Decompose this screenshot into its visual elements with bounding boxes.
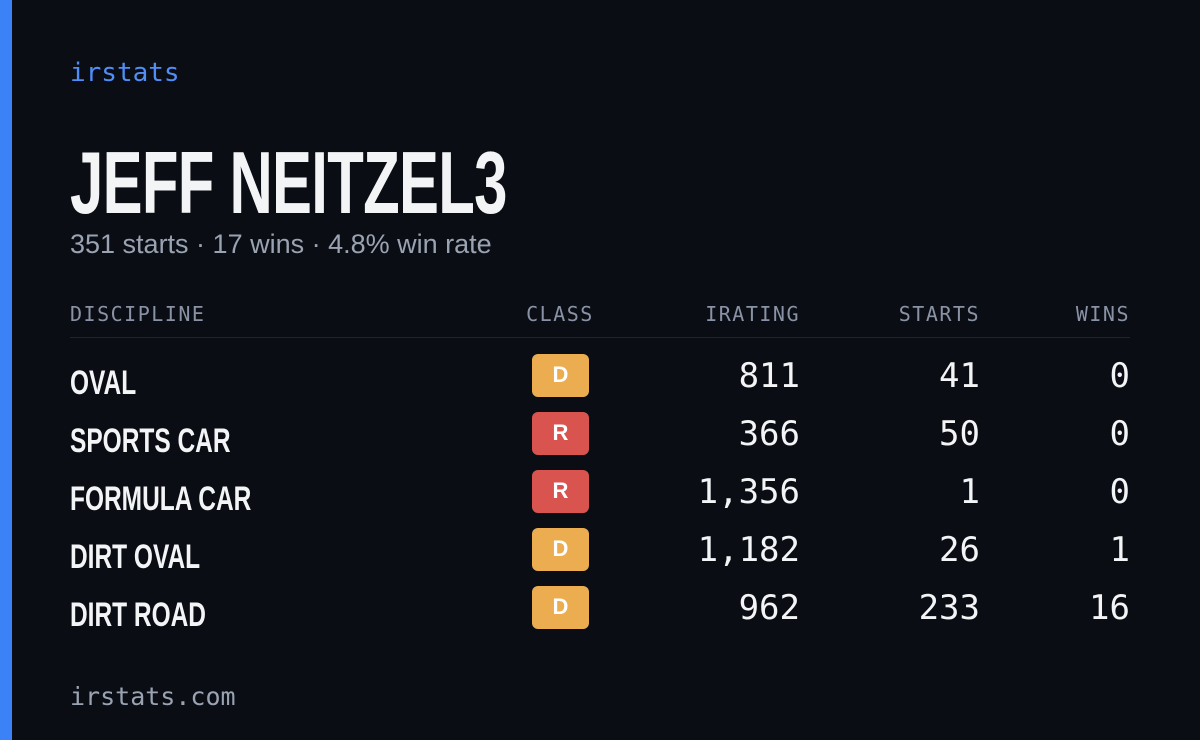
- column-header: CLASS: [526, 302, 594, 326]
- class-badge: R: [532, 412, 589, 455]
- irating: 811: [738, 356, 800, 396]
- class-badge: D: [532, 354, 589, 397]
- irating: 962: [738, 588, 800, 628]
- irating: 1,182: [697, 530, 800, 570]
- starts: 50: [939, 414, 980, 454]
- starts: 26: [939, 530, 980, 570]
- discipline: DIRT ROAD: [70, 596, 207, 634]
- discipline: DIRT OVAL: [70, 538, 201, 576]
- wins: 16: [1089, 588, 1130, 628]
- wins: 0: [1109, 414, 1130, 454]
- irating: 1,356: [697, 472, 800, 512]
- class-badge: D: [532, 586, 589, 629]
- discipline: FORMULA CAR: [70, 480, 252, 518]
- discipline: SPORTS CAR: [70, 422, 231, 460]
- starts: 233: [918, 588, 980, 628]
- column-header: WINS: [1075, 302, 1130, 326]
- column-header: IRATING: [705, 302, 800, 326]
- column-header: STARTS: [898, 302, 980, 326]
- class-badge: D: [532, 528, 589, 571]
- wins: 1: [1109, 530, 1130, 570]
- player-name: JEFF NEITZEL3: [70, 133, 507, 232]
- footer: irstats.com: [70, 682, 236, 711]
- summary: 351 starts · 17 wins · 4.8% win rate: [70, 229, 492, 259]
- class-badge: R: [532, 470, 589, 513]
- discipline: OVAL: [70, 364, 137, 402]
- brand: irstats: [70, 58, 180, 88]
- wins: 0: [1109, 472, 1130, 512]
- column-header: DISCIPLINE: [70, 302, 206, 326]
- wins: 0: [1109, 356, 1130, 396]
- starts: 41: [939, 356, 980, 396]
- irating: 366: [738, 414, 800, 454]
- starts: 1: [959, 472, 980, 512]
- accent-bar: [0, 0, 12, 740]
- header-rule: [70, 337, 1130, 338]
